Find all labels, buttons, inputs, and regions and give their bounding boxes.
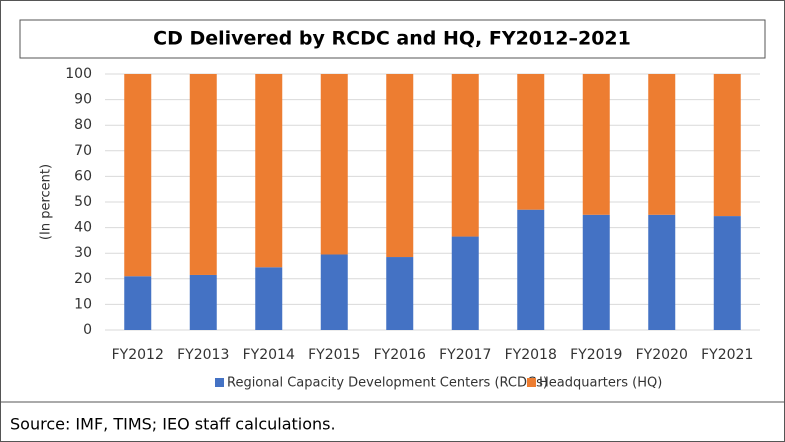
legend-swatch xyxy=(215,378,224,387)
bar-segment xyxy=(648,214,676,330)
y-tick-label: 70 xyxy=(74,143,92,159)
x-tick-label: FY2021 xyxy=(701,347,753,363)
bar-segment xyxy=(320,74,348,255)
bar-segment xyxy=(648,74,676,215)
x-tick-label: FY2013 xyxy=(177,347,229,363)
chart-title: CD Delivered by RCDC and HQ, FY2012–2021 xyxy=(153,28,631,50)
bar-segment xyxy=(124,74,152,277)
y-tick-label: 20 xyxy=(74,271,92,287)
x-tick-label: FY2020 xyxy=(636,347,688,363)
y-tick-label: 90 xyxy=(74,92,92,108)
y-tick-label: 40 xyxy=(74,220,92,236)
bar-segment xyxy=(713,74,741,217)
x-tick-label: FY2016 xyxy=(374,347,426,363)
y-tick-label: 50 xyxy=(74,194,92,210)
x-tick-label: FY2019 xyxy=(570,347,622,363)
bar-segment xyxy=(124,276,152,330)
bar-segment xyxy=(517,74,545,210)
y-tick-label: 100 xyxy=(65,66,92,82)
y-tick-label: 60 xyxy=(74,168,92,184)
bar-segment xyxy=(255,74,283,268)
y-tick-label: 10 xyxy=(74,296,92,312)
title-box xyxy=(19,19,766,59)
x-tick-label: FY2018 xyxy=(505,347,557,363)
legend-label: Regional Capacity Development Centers (R… xyxy=(227,376,548,391)
bar-segment xyxy=(320,254,348,330)
y-axis-label: (In percent) xyxy=(39,164,54,240)
bar-segment xyxy=(189,74,217,275)
y-tick-label: 30 xyxy=(74,245,92,261)
bar-segment xyxy=(189,274,217,330)
bar-segment xyxy=(713,216,741,330)
y-tick-label: 80 xyxy=(74,117,92,133)
bar-segment xyxy=(386,74,414,258)
x-tick-label: FY2015 xyxy=(308,347,360,363)
x-tick-label: FY2012 xyxy=(112,347,164,363)
bar-segment xyxy=(451,236,479,330)
x-tick-label: FY2014 xyxy=(243,347,295,363)
legend-label: Headquarters (HQ) xyxy=(539,376,662,391)
x-tick-label: FY2017 xyxy=(439,347,491,363)
legend-swatch xyxy=(527,378,536,387)
source-note: Source: IMF, TIMS; IEO staff calculation… xyxy=(10,415,336,434)
bar-segment xyxy=(517,209,545,330)
bar-segment xyxy=(451,74,479,237)
bar-segment xyxy=(386,257,414,330)
bar-segment xyxy=(255,267,283,330)
y-tick-label: 0 xyxy=(83,322,92,338)
bar-segment xyxy=(582,214,610,330)
bar-segment xyxy=(582,74,610,215)
